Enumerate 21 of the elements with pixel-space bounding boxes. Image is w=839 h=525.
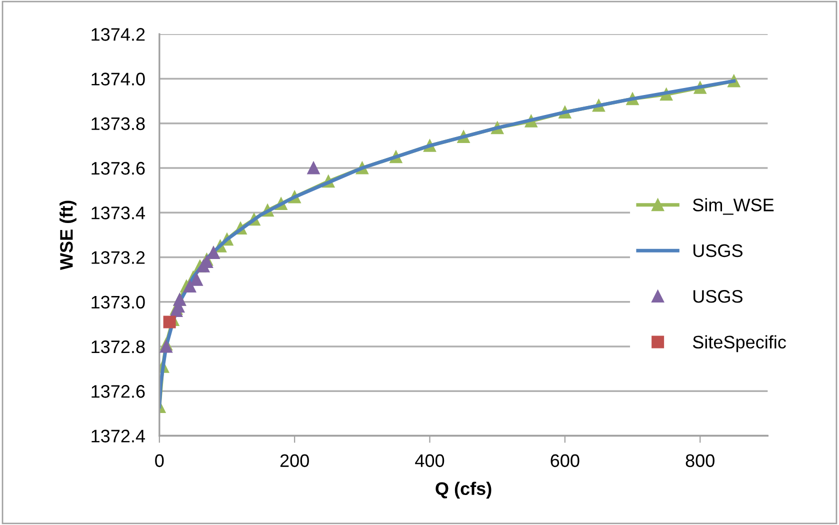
y-tick-label: 1374.2 bbox=[92, 28, 145, 41]
y-tick-label: 1373.8 bbox=[92, 117, 145, 130]
y-tick-label: 1372.8 bbox=[92, 340, 145, 354]
y-tick-label: 1372.4 bbox=[92, 430, 145, 442]
x-tick-label: 400 bbox=[415, 454, 444, 468]
y-tick-label: 1372.6 bbox=[92, 385, 145, 398]
legend-label: USGS bbox=[694, 290, 742, 303]
y-tick-label: 1373.4 bbox=[92, 206, 145, 220]
y-tick-label: 1373.6 bbox=[92, 162, 145, 175]
x-tick-label: 600 bbox=[550, 454, 580, 468]
legend-label: USGS bbox=[694, 244, 742, 258]
y-tick-label: 1373.0 bbox=[92, 296, 145, 309]
legend-label: Sim_WSE bbox=[692, 198, 774, 215]
y-tick-label: 1373.2 bbox=[92, 251, 145, 264]
x-tick-label: 0 bbox=[155, 454, 164, 468]
y-axis-title: WSE (ft) bbox=[60, 200, 76, 270]
x-axis-title: Q (cfs) bbox=[436, 482, 492, 499]
x-tick-label: 800 bbox=[686, 454, 714, 468]
x-tick-label: 200 bbox=[280, 454, 309, 468]
legend-label: SiteSpecific bbox=[692, 335, 786, 352]
y-tick-label: 1374.0 bbox=[92, 72, 145, 86]
